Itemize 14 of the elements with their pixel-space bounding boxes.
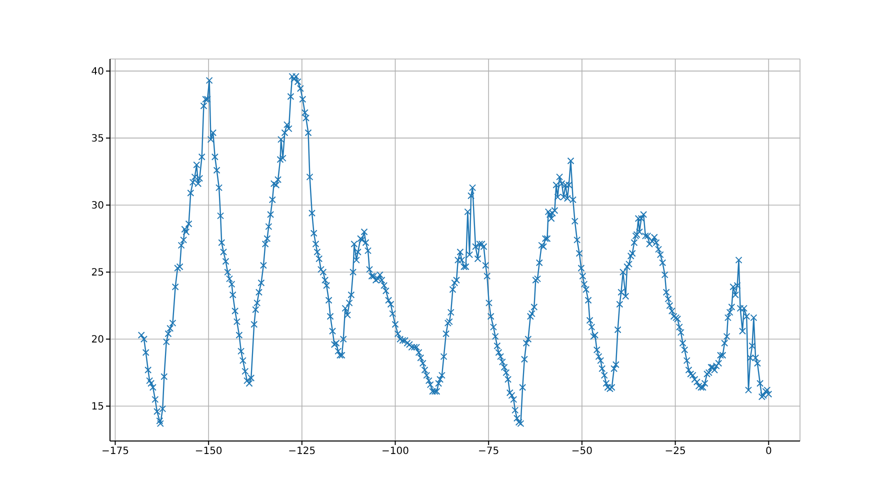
- x-tick-label: −175: [101, 446, 129, 458]
- x-tick-label: −50: [571, 446, 593, 458]
- y-tick-label: 15: [91, 402, 104, 413]
- x-tick-label: −75: [478, 446, 500, 458]
- y-tick-label: 35: [91, 134, 104, 145]
- x-tick-label: −150: [194, 446, 222, 458]
- y-tick-label: 20: [91, 334, 104, 346]
- y-tick-label: 25: [91, 268, 104, 279]
- y-tick-label: 30: [91, 200, 104, 212]
- x-tick-label: −125: [288, 446, 316, 458]
- x-tick-label: −100: [382, 446, 409, 458]
- x-tick-label: −25: [664, 446, 686, 458]
- x-tick-label: 0: [765, 446, 772, 458]
- y-tick-label: 40: [91, 66, 104, 78]
